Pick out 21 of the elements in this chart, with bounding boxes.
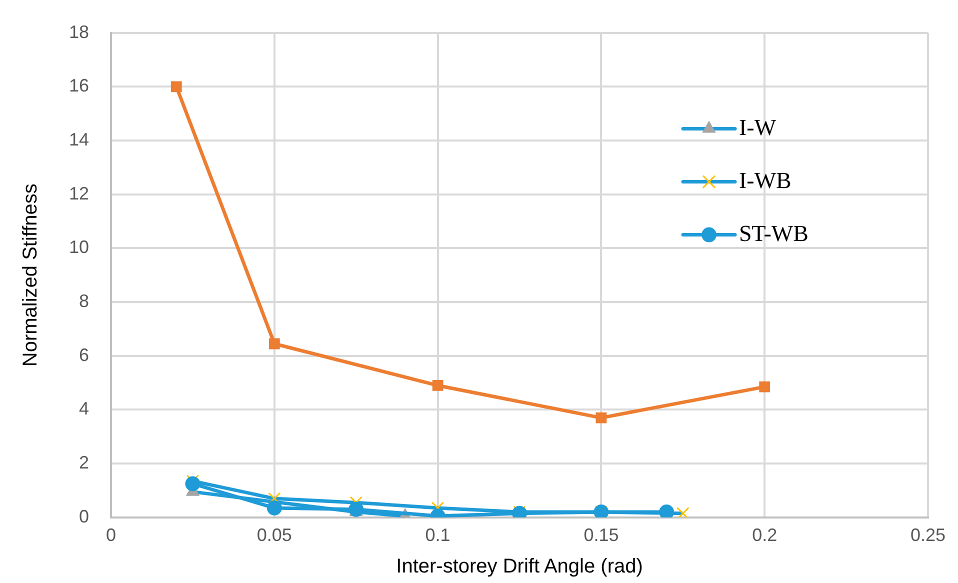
y-tick-label: 4 xyxy=(79,398,90,419)
x-tick-label: 0.1 xyxy=(425,525,450,546)
y-tick-label: 16 xyxy=(68,76,90,96)
x-tick-label: 0 xyxy=(106,525,116,546)
y-tick-label: 12 xyxy=(68,183,90,204)
y-tick-label: 0 xyxy=(79,506,90,526)
y-tick-label: 8 xyxy=(79,290,90,311)
y-tick-label: 6 xyxy=(79,344,90,365)
legend-label: I-W xyxy=(739,114,776,140)
legend-label: I-WB xyxy=(739,168,792,193)
x-axis-title: Inter-storey Drift Angle (rad) xyxy=(396,556,643,578)
y-tick-label: 10 xyxy=(68,237,90,258)
y-tick-label: 18 xyxy=(68,22,90,42)
x-tick-label: 0.25 xyxy=(910,525,946,546)
legend-label: ST-WB xyxy=(739,220,808,246)
y-tick-label: 14 xyxy=(68,129,90,150)
y-tick-label: 2 xyxy=(79,452,90,473)
y-axis-title: Normalized Stiffness xyxy=(20,184,42,367)
x-tick-label: 0.15 xyxy=(584,525,619,546)
x-tick-label: 0.2 xyxy=(752,525,778,546)
x-tick-label: 0.05 xyxy=(256,525,292,546)
